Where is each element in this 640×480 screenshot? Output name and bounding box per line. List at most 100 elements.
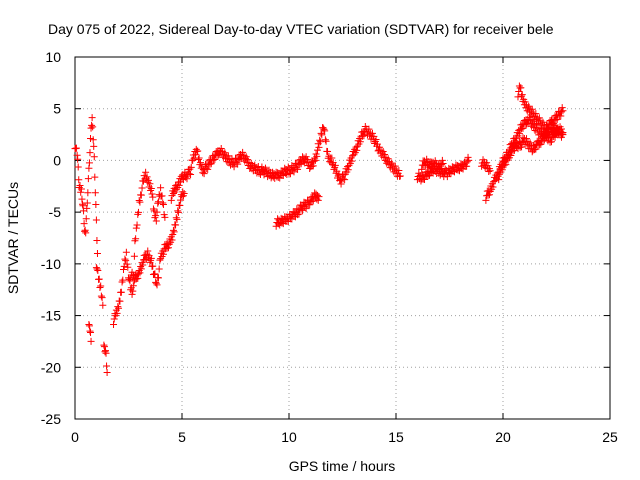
data-point <box>115 304 123 312</box>
data-point <box>449 167 457 175</box>
data-point <box>187 170 195 178</box>
data-point <box>388 159 396 167</box>
data-point <box>239 148 247 156</box>
data-point <box>318 131 326 139</box>
data-point <box>418 165 426 173</box>
data-point <box>129 287 137 295</box>
data-point <box>519 134 527 142</box>
data-point <box>344 166 352 174</box>
y-tick-label: -20 <box>41 359 61 375</box>
data-point <box>91 173 99 181</box>
data-point <box>99 301 107 309</box>
data-point <box>276 218 284 226</box>
data-point <box>151 270 159 278</box>
data-point <box>464 153 472 161</box>
data-point <box>515 126 523 134</box>
data-point <box>100 341 108 349</box>
data-point <box>313 152 321 160</box>
data-point <box>438 161 446 169</box>
data-point <box>559 129 567 137</box>
data-point <box>448 163 456 171</box>
data-point <box>465 156 473 164</box>
grid <box>75 57 610 419</box>
data-point <box>158 192 166 200</box>
data-point <box>103 362 111 370</box>
data-point <box>156 256 164 264</box>
data-point <box>121 255 129 263</box>
data-point <box>384 155 392 163</box>
data-point <box>439 160 447 168</box>
y-axis-label: SDTVAR / TECUs <box>5 182 21 294</box>
data-point <box>84 175 92 183</box>
data-point <box>254 163 262 171</box>
data-point <box>164 240 172 248</box>
data-point <box>94 266 102 274</box>
data-point <box>75 176 83 184</box>
data-point <box>102 349 110 357</box>
data-point <box>164 244 172 252</box>
data-point <box>532 145 540 153</box>
data-point <box>122 257 130 265</box>
data-point <box>132 224 140 232</box>
data-points <box>71 82 567 376</box>
data-point <box>169 190 177 198</box>
data-point <box>85 164 93 172</box>
data-point <box>195 154 203 162</box>
data-point <box>133 221 141 229</box>
data-point <box>296 201 304 209</box>
data-point <box>168 236 176 244</box>
data-point <box>117 288 125 296</box>
data-point <box>159 200 167 208</box>
y-tick-label: 10 <box>45 49 61 65</box>
data-point <box>277 214 285 222</box>
data-point <box>230 163 238 171</box>
data-point <box>448 167 456 175</box>
data-point <box>77 185 85 193</box>
data-point <box>174 207 182 215</box>
data-point <box>122 248 130 256</box>
y-tick-label: 0 <box>53 152 61 168</box>
data-point <box>81 227 89 235</box>
data-point <box>507 152 515 160</box>
data-point <box>550 120 558 128</box>
data-point <box>154 198 162 206</box>
data-point <box>244 156 252 164</box>
data-point <box>272 168 280 176</box>
y-tick-label: -15 <box>41 308 61 324</box>
data-point <box>170 228 178 236</box>
data-point <box>135 197 143 205</box>
plot-frame <box>74 56 611 420</box>
data-point <box>137 191 145 199</box>
data-point <box>550 133 558 141</box>
data-point <box>360 132 368 140</box>
data-point <box>120 266 128 274</box>
data-point <box>134 270 142 278</box>
data-point <box>515 87 523 95</box>
data-point <box>175 181 183 189</box>
data-point <box>321 127 329 135</box>
data-point <box>95 275 103 283</box>
data-point <box>173 215 181 223</box>
data-point <box>187 163 195 171</box>
data-point <box>518 143 526 151</box>
y-tick-label: -10 <box>41 256 61 272</box>
data-point <box>128 290 136 298</box>
data-point <box>131 237 139 245</box>
data-point <box>92 264 100 272</box>
data-point <box>114 303 122 311</box>
data-point <box>85 159 93 167</box>
data-point <box>103 368 111 376</box>
data-point <box>463 158 471 166</box>
data-point <box>457 160 465 168</box>
data-point <box>302 205 310 213</box>
data-point <box>80 220 88 228</box>
data-point <box>90 153 98 161</box>
x-tick-label: 20 <box>495 429 511 445</box>
data-point <box>286 165 294 173</box>
data-point <box>299 206 307 214</box>
data-point <box>319 124 327 132</box>
data-point <box>321 136 329 144</box>
data-point <box>483 159 491 167</box>
data-point <box>348 152 356 160</box>
data-point <box>528 105 536 113</box>
